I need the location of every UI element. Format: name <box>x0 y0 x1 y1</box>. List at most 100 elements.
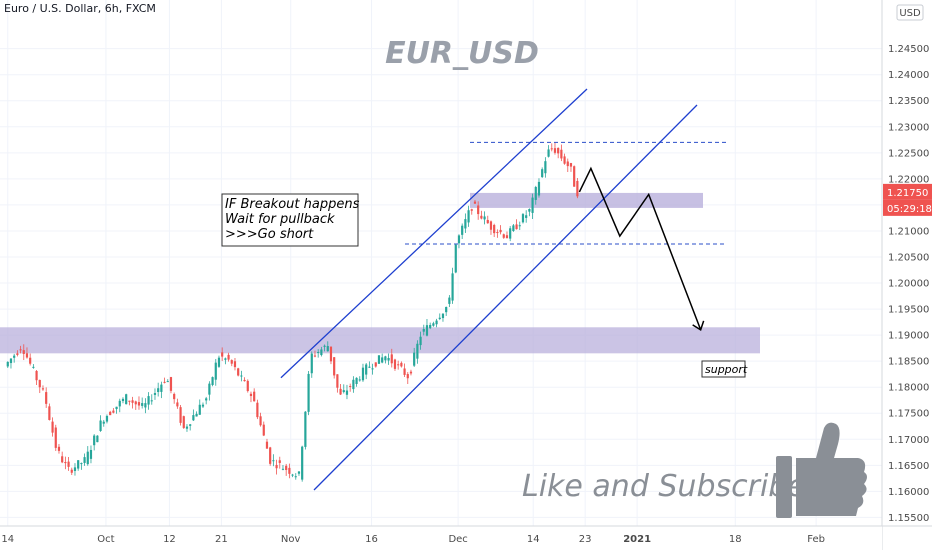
y-tick-label: 1.20500 <box>888 252 929 263</box>
candle-body <box>557 147 560 154</box>
x-tick-label: 12 <box>163 534 176 545</box>
countdown-label: 05:29:18 <box>887 204 932 215</box>
candle-body <box>269 447 272 464</box>
candle-body <box>403 368 406 375</box>
candle-body <box>480 215 483 219</box>
candle-body <box>77 460 80 469</box>
y-tick-label: 1.22500 <box>888 148 929 159</box>
y-tick-label: 1.16000 <box>888 487 929 498</box>
resistance-zone <box>470 192 703 208</box>
candle-body <box>505 235 509 239</box>
candle-body <box>515 224 518 230</box>
candle-body <box>86 451 89 465</box>
candle-body <box>144 403 147 408</box>
candle-body <box>246 380 249 392</box>
candle-body <box>307 373 310 412</box>
candle-body <box>368 366 371 368</box>
symbol-header: Euro / U.S. Dollar, 6h, FXCM <box>4 2 156 15</box>
candle-body <box>131 400 134 403</box>
candle-body <box>301 446 304 480</box>
candle-body <box>528 209 531 212</box>
candle-body <box>361 367 365 381</box>
candle-body <box>329 346 333 362</box>
candle-body <box>89 449 93 459</box>
candle-body <box>125 394 128 405</box>
last-price-label: 1.21750 <box>887 188 928 199</box>
candle-body <box>352 379 355 390</box>
candle-body <box>483 216 486 220</box>
candle-body <box>387 357 390 361</box>
candle-body <box>365 364 368 375</box>
watermark-text: EUR_USD <box>385 36 539 71</box>
candle-body <box>393 359 397 369</box>
candle-body <box>109 411 112 416</box>
candle-body <box>499 229 502 233</box>
candle-body <box>259 416 262 426</box>
candle-body <box>355 377 358 385</box>
candle-body <box>208 383 211 395</box>
x-tick-label: Oct <box>97 534 114 545</box>
candle-body <box>233 361 237 368</box>
candle-body <box>313 355 317 357</box>
candle-body <box>57 446 61 451</box>
candle-body <box>550 148 553 150</box>
candle-body <box>128 400 131 402</box>
candle-body <box>537 181 541 196</box>
candle-body <box>288 467 291 474</box>
candle-body <box>461 225 464 235</box>
candle-body <box>54 427 57 448</box>
x-tick-label: Feb <box>807 534 825 545</box>
candle-body <box>496 232 499 234</box>
candle-body <box>96 435 99 443</box>
candle-body <box>201 404 205 407</box>
y-tick-label: 1.17500 <box>888 409 929 420</box>
candle-body <box>192 415 195 421</box>
candle-body <box>381 357 384 363</box>
candle-body <box>493 224 496 234</box>
candle-body <box>384 356 387 361</box>
candle-body <box>224 358 227 360</box>
x-tick-label: 18 <box>729 534 742 545</box>
candle-body <box>6 361 9 367</box>
candle-body <box>179 407 182 423</box>
candle-body <box>22 350 25 354</box>
y-tick-label: 1.23000 <box>888 122 929 133</box>
candle-body <box>48 406 51 420</box>
candle-body <box>147 396 150 405</box>
candle-body <box>544 161 547 174</box>
candle-body <box>253 391 256 402</box>
candle-body <box>41 388 45 390</box>
candle-body <box>141 403 144 406</box>
candle-body <box>160 384 163 392</box>
candle-body <box>153 393 157 395</box>
candle-body <box>35 370 38 381</box>
y-tick-label: 1.24000 <box>888 70 929 81</box>
candle-body <box>432 323 435 326</box>
candle-body <box>445 306 448 313</box>
y-tick-label: 1.21000 <box>888 226 929 237</box>
candle-body <box>413 352 416 366</box>
support-zone <box>0 327 760 354</box>
candle-body <box>176 402 179 407</box>
currency-label: USD <box>899 8 921 19</box>
candle-body <box>32 366 35 368</box>
candle-body <box>29 357 32 364</box>
last-price-tag <box>883 183 932 200</box>
candle-body <box>25 353 29 358</box>
candle-body <box>93 435 96 446</box>
candle-body <box>317 352 320 354</box>
candle-body <box>400 362 403 367</box>
candle-body <box>285 465 288 470</box>
currency-box <box>896 4 924 21</box>
channel-lower-line <box>313 104 698 491</box>
candle-body <box>214 362 217 380</box>
candle-body <box>185 426 189 429</box>
candle-body <box>51 421 54 433</box>
candle-body <box>230 360 233 364</box>
candle-body <box>13 355 16 358</box>
candle-body <box>134 401 137 405</box>
candle-body <box>294 476 297 478</box>
y-tick-label: 1.24500 <box>888 44 929 55</box>
candle-body <box>342 390 345 393</box>
